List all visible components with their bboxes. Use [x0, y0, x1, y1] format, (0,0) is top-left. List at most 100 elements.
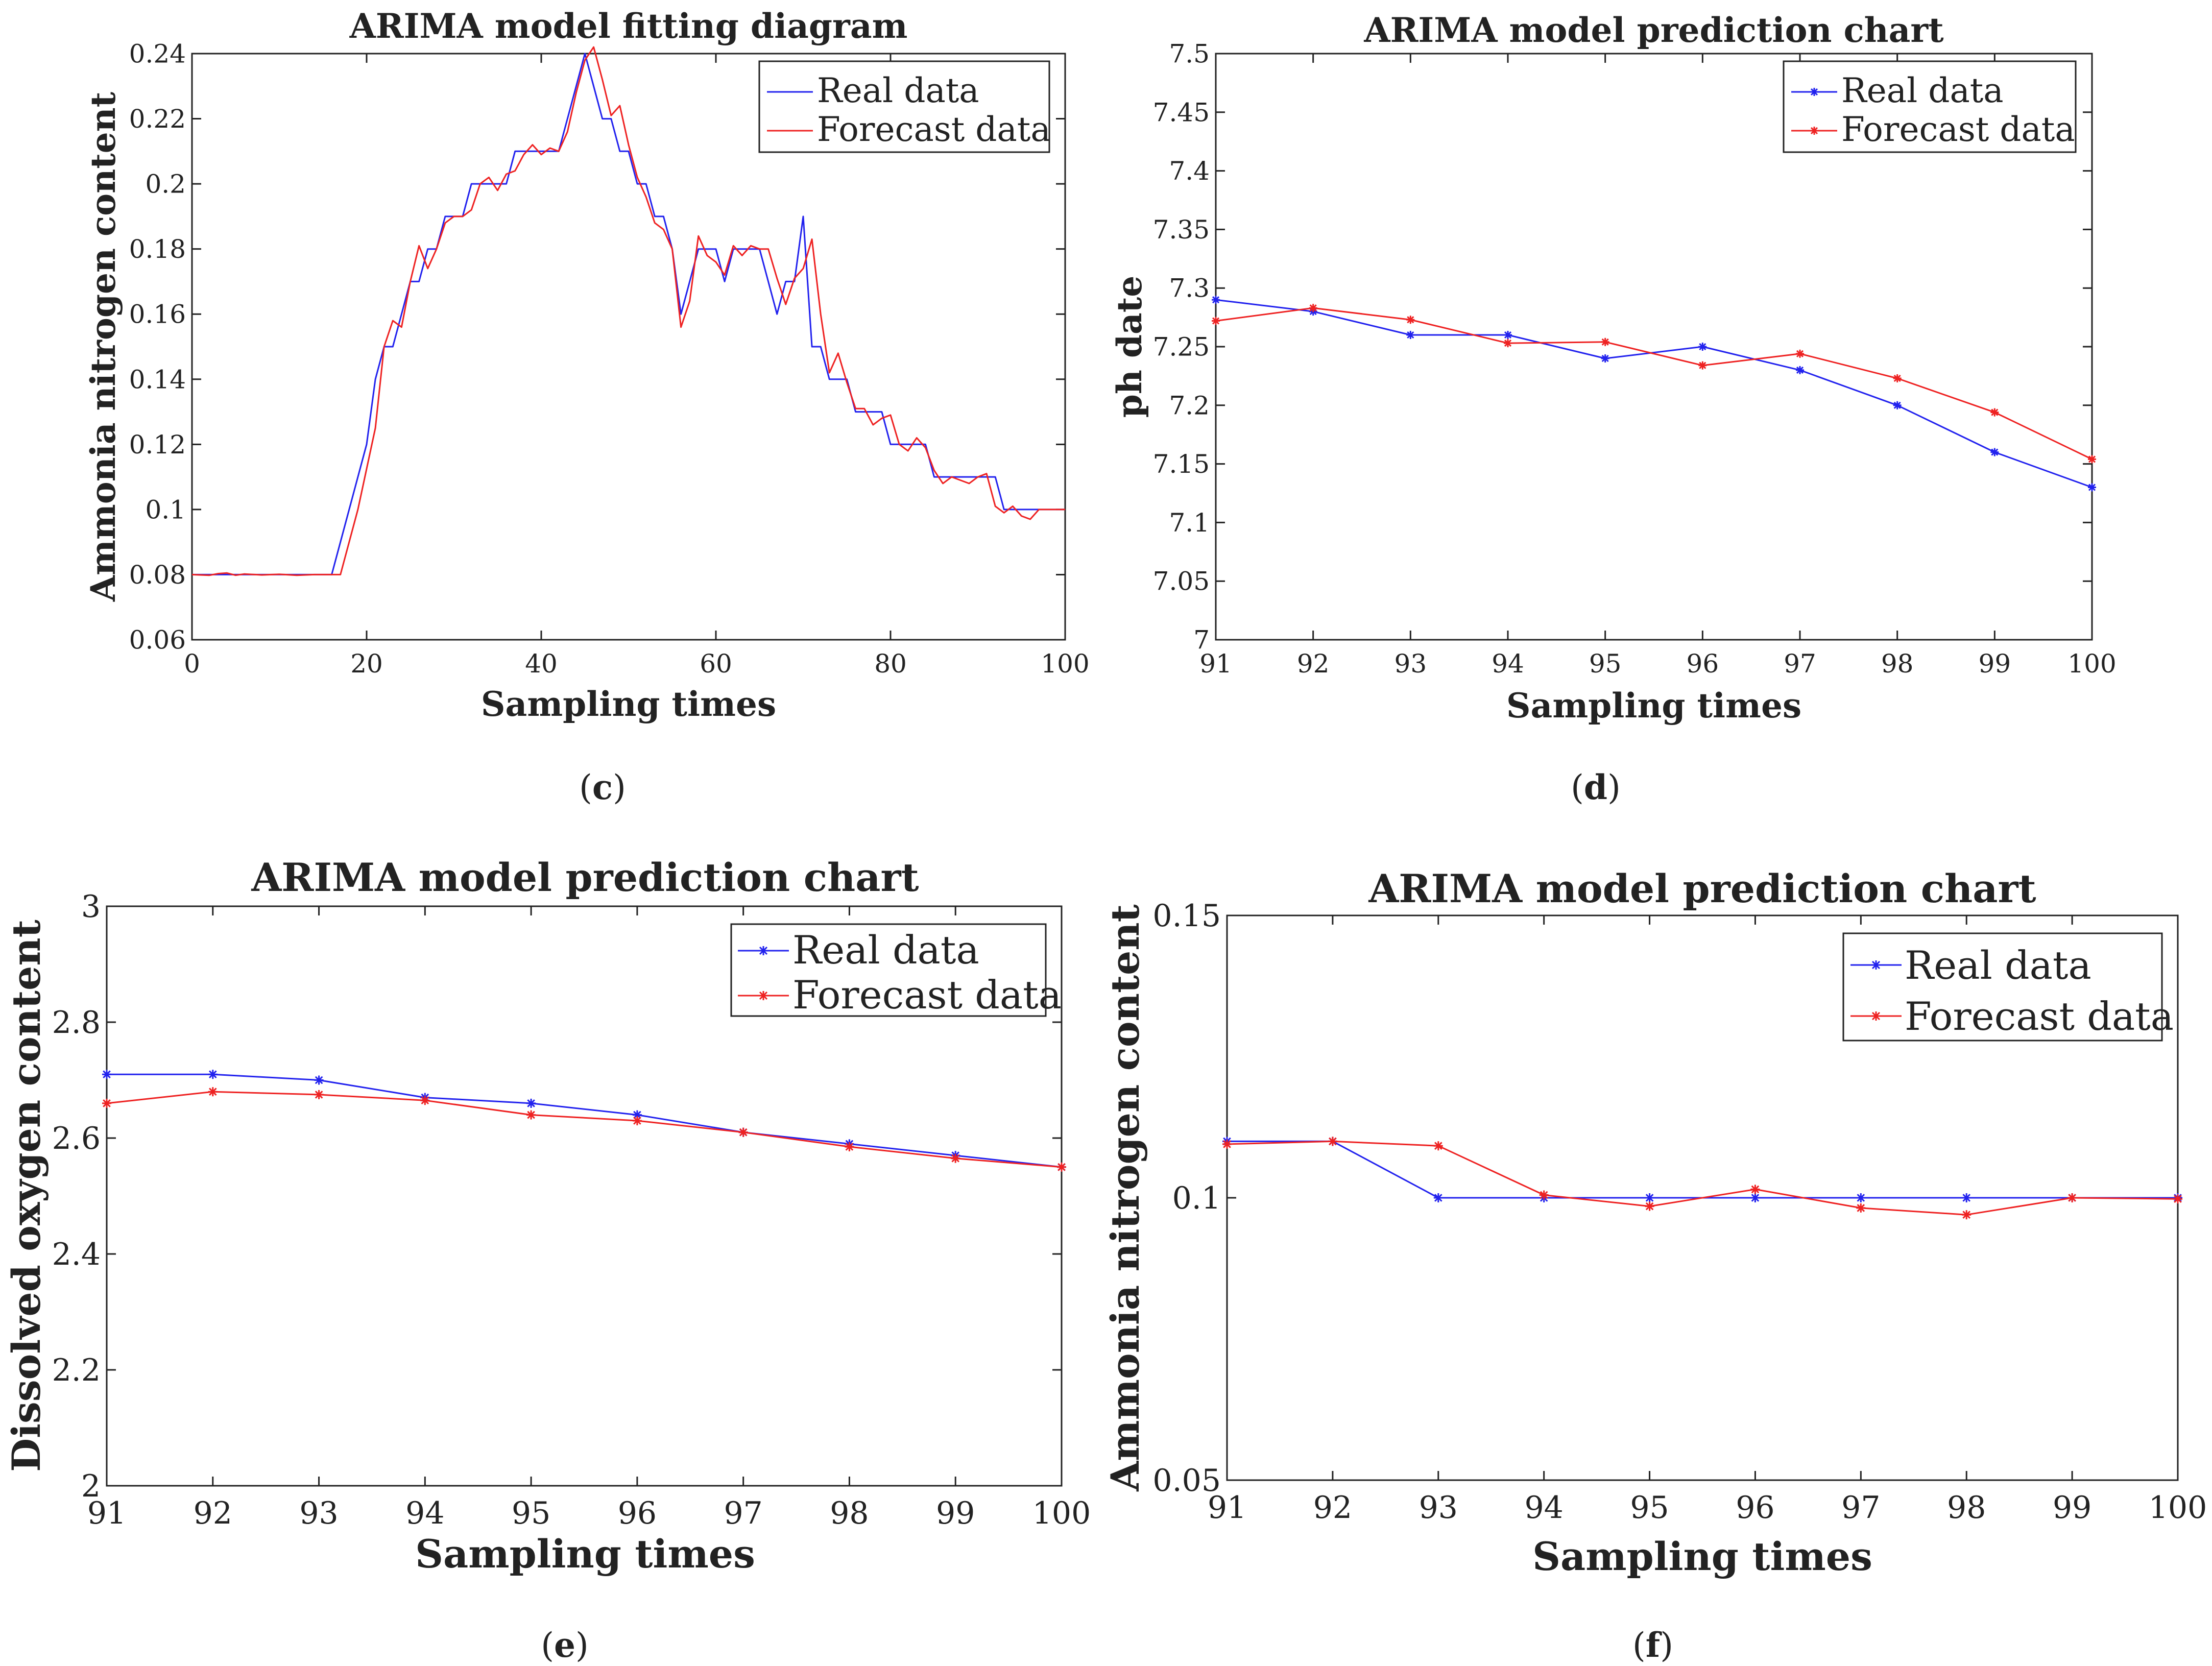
data-point-real [1504, 331, 1512, 339]
data-point-real [1645, 1193, 1654, 1202]
series-line-forecast [1227, 1140, 2178, 1216]
y-tick-label: 7.35 [1153, 215, 1210, 245]
legend-marker-real [1810, 88, 1818, 96]
x-tick-label: 91 [1199, 649, 1232, 679]
data-point-forecast [1962, 1210, 1971, 1220]
y-tick-label: 0.1 [1172, 1180, 1221, 1216]
x-tick-label: 95 [512, 1495, 550, 1531]
y-tick-label: 7.4 [1169, 156, 1210, 186]
y-axis-label: Ammonia nitrogen content [83, 91, 123, 602]
legend-box [1783, 60, 2077, 153]
legend-label-forecast: Forecast data [792, 972, 1062, 1018]
y-tick-label: 7.15 [1153, 449, 1210, 479]
series-line-forecast [106, 1091, 1062, 1168]
x-tick-label: 98 [1947, 1490, 1986, 1526]
x-tick-label: 94 [405, 1495, 444, 1531]
x-tick-label: 93 [299, 1495, 338, 1531]
x-tick-label: 94 [1524, 1490, 1563, 1526]
x-tick-label: 96 [1736, 1490, 1774, 1526]
data-point-forecast [102, 1098, 111, 1108]
chart-title: ARIMA model prediction chart [1368, 866, 2036, 911]
legend-marker-forecast [1810, 127, 1818, 135]
data-point-forecast [526, 1110, 536, 1120]
panel-label-f: (f) [1632, 1625, 1673, 1665]
data-point-forecast [1309, 304, 1317, 312]
data-point-forecast [1796, 349, 1804, 358]
data-point-forecast [2173, 1194, 2182, 1204]
data-point-forecast [1406, 316, 1415, 324]
legend: Real data Forecast data [758, 60, 1051, 153]
y-tick-label: 7.05 [1153, 567, 1210, 596]
y-tick-label: 0.14 [129, 365, 186, 394]
chart-title: ARIMA model prediction chart [251, 855, 919, 900]
legend: Real data Forecast data [1842, 932, 2174, 1042]
x-tick-label: 99 [1979, 649, 2011, 679]
y-tick-label: 0.05 [1152, 1463, 1221, 1499]
y-tick-label: 0.08 [129, 560, 186, 590]
x-tick-label: 94 [1492, 649, 1524, 679]
data-point-real [1990, 448, 1999, 456]
y-tick-label: 7 [1193, 625, 1210, 655]
y-tick-label: 0.16 [129, 300, 186, 329]
x-axis-label: Sampling times [415, 1531, 755, 1577]
data-point-real [102, 1070, 111, 1079]
data-point-forecast [1601, 337, 1609, 346]
legend-label-forecast: Forecast data [817, 110, 1051, 149]
data-point-forecast [1222, 1139, 1232, 1149]
legend-label-forecast: Forecast data [1841, 110, 2075, 149]
x-tick-label: 98 [1881, 649, 1914, 679]
series-lines [191, 46, 1065, 576]
data-point-real [2088, 483, 2096, 492]
x-tick-label: 99 [2053, 1490, 2091, 1526]
y-tick-label: 7.45 [1153, 98, 1210, 127]
legend: Real data Forecast data [730, 923, 1062, 1018]
x-tick-label: 60 [700, 649, 732, 679]
data-point-real [1601, 354, 1609, 363]
data-point-real [1962, 1193, 1971, 1202]
y-tick-label: 7.2 [1169, 391, 1210, 420]
x-tick-label: 100 [1041, 649, 1089, 679]
y-tick-label: 7.5 [1169, 39, 1210, 69]
x-tick-label: 92 [194, 1495, 232, 1531]
x-tick-label: 97 [724, 1495, 762, 1531]
chart-title: ARIMA model fitting diagram [349, 6, 908, 46]
y-tick-label: 7.25 [1153, 332, 1210, 362]
y-axis-label: Dissolved oxygen content [4, 920, 49, 1471]
x-tick-label: 100 [1032, 1495, 1091, 1531]
x-axis-label: Sampling times [1506, 686, 1801, 726]
y-tick-label: 0.1 [145, 495, 186, 524]
panel-label-c: (c) [579, 767, 626, 807]
y-tick-label: 3 [81, 889, 101, 925]
series-lines [102, 1070, 1066, 1172]
chart-panel-f: 91 92 93 94 95 96 97 98 99 100 0.05 0.1 0.15 ARIMA m… [1102, 866, 2207, 1579]
data-point-forecast [1504, 339, 1512, 348]
data-point-forecast [1057, 1162, 1066, 1172]
x-tick-label: 100 [2067, 649, 2116, 679]
x-tick-label: 20 [350, 649, 383, 679]
x-tick-label: 92 [1313, 1490, 1352, 1526]
data-point-forecast [1645, 1201, 1654, 1211]
y-tick-label: 0.06 [129, 625, 186, 655]
y-tick-label: 7.1 [1169, 508, 1210, 538]
data-point-real [1698, 343, 1707, 351]
legend-marker-forecast [759, 991, 768, 1000]
data-point-real [1856, 1193, 1866, 1202]
legend-marker-real [759, 946, 768, 955]
data-point-forecast [632, 1116, 642, 1125]
data-point-forecast [1750, 1185, 1760, 1194]
series-line-forecast [191, 46, 1065, 576]
x-axis-label: Sampling times [1532, 1534, 1872, 1579]
legend-box [730, 923, 1047, 1017]
series-lines [1222, 1137, 2182, 1220]
data-point-forecast [845, 1142, 854, 1151]
data-point-forecast [951, 1153, 960, 1163]
y-tick-label: 0.12 [129, 430, 186, 460]
data-point-real [632, 1110, 642, 1120]
y-tick-label: 7.3 [1169, 274, 1210, 303]
series-line-forecast [1215, 307, 2093, 460]
legend-box [1842, 932, 2163, 1042]
chart-panel-d: 91 92 93 94 95 96 97 98 99 100 7 7.05 7.1 7.15 7.2 7.25… [1110, 10, 2117, 726]
chart-panel-e: 91 92 93 94 95 96 97 98 99 100 2 2.2 2.4 2.6 2.8 3 ARIM… [4, 855, 1091, 1577]
y-tick-label: 2.2 [52, 1353, 101, 1388]
axis-ticks: 0 20 40 60 80 100 0.06 0.08 0.1 0.12 0.14 0.16 0.18 0… [129, 39, 1090, 679]
